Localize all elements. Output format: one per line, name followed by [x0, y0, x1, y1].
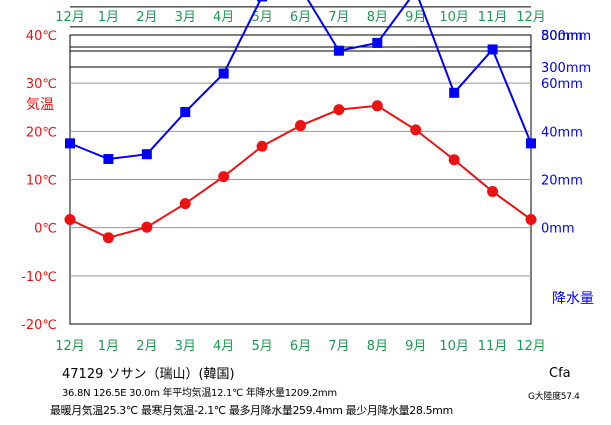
temp-point [141, 221, 153, 233]
temp-tick-label: 10℃ [26, 174, 57, 189]
temp-tick-label: -10℃ [21, 270, 57, 285]
month-label-bottom: 6月 [290, 339, 311, 354]
month-label-bottom: 12月 [55, 339, 85, 354]
month-label-top: 5月 [251, 10, 272, 25]
temp-point [102, 232, 114, 244]
month-label-top: 9月 [405, 10, 426, 25]
precip-point [257, 0, 268, 2]
temp-point [333, 104, 345, 116]
month-label-bottom: 3月 [175, 339, 196, 354]
precip-tick-label: 300mm [541, 61, 591, 76]
precip-tick-label: 60mm [541, 77, 583, 92]
month-label-top: 6月 [290, 10, 311, 25]
precip-point [526, 138, 536, 149]
precip-point [487, 44, 498, 55]
month-label-bottom: 4月 [213, 339, 234, 354]
temp-tick-label: 0℃ [34, 222, 57, 237]
continentality-index: G大陸度57.4 [528, 392, 580, 402]
precip-tick-label: 500mm [541, 29, 591, 44]
temp-point [448, 154, 460, 166]
month-label-top: 3月 [175, 10, 196, 25]
month-label-top: 12月 [55, 10, 85, 25]
temp-point [487, 186, 499, 198]
precip-point [180, 107, 191, 118]
precip-point [333, 45, 344, 56]
temp-point [64, 213, 76, 225]
koppen-class: Cfa [549, 366, 571, 381]
station-name: 47129 ソサン（瑞山）(韓国) [62, 367, 235, 382]
precip-point [218, 68, 229, 79]
month-label-bottom: 5月 [251, 339, 272, 354]
temp-point [179, 198, 191, 210]
month-label-bottom: 7月 [328, 339, 349, 354]
temp-tick-label: 20℃ [26, 125, 57, 140]
precip-point [449, 87, 460, 98]
temp-tick-label: -20℃ [21, 318, 57, 333]
month-label-bottom: 12月 [516, 339, 546, 354]
precip-point [65, 138, 75, 149]
month-label-top: 4月 [213, 10, 234, 25]
temp-point [295, 120, 306, 132]
month-label-top: 8月 [367, 10, 388, 25]
month-label-top: 10月 [439, 10, 469, 25]
precip-point [103, 154, 114, 165]
temp-tick-label: 30℃ [26, 77, 57, 92]
month-label-bottom: 9月 [405, 339, 426, 354]
precip-tick-label: 80mm [541, 29, 583, 44]
month-label-top: 1月 [98, 10, 119, 25]
month-label-bottom: 8月 [367, 339, 388, 354]
precip-tick-label: 40mm [541, 125, 583, 140]
month-label-top: 7月 [328, 10, 349, 25]
precip-point [141, 149, 152, 160]
station-stats: 36.8N 126.5E 30.0m 年平均気温12.1℃ 年降水量1209.2… [62, 388, 337, 399]
temp-tick-label: 40℃ [26, 29, 57, 44]
month-label-top: 11月 [478, 10, 508, 25]
month-label-top: 12月 [516, 10, 546, 25]
temp-point [525, 213, 537, 225]
temp-point [410, 124, 422, 136]
precip-point [372, 37, 383, 48]
month-label-bottom: 2月 [136, 339, 157, 354]
extremes-stats: 最暖月気温25.3℃ 最寒月気温-2.1℃ 最多月降水量259.4mm 最少月降… [50, 404, 453, 417]
month-label-bottom: 11月 [478, 339, 508, 354]
month-label-top: 2月 [136, 10, 157, 25]
precip-tick-label: 0mm [541, 222, 575, 237]
precip-axis-title: 降水量 [552, 291, 594, 307]
precip-tick-label: 20mm [541, 174, 583, 189]
month-label-bottom: 1月 [98, 339, 119, 354]
temp-axis-title: 気温 [26, 97, 54, 113]
month-label-bottom: 10月 [439, 339, 469, 354]
temp-point [371, 100, 383, 112]
temp-point [218, 171, 230, 183]
temp-point [256, 140, 268, 152]
